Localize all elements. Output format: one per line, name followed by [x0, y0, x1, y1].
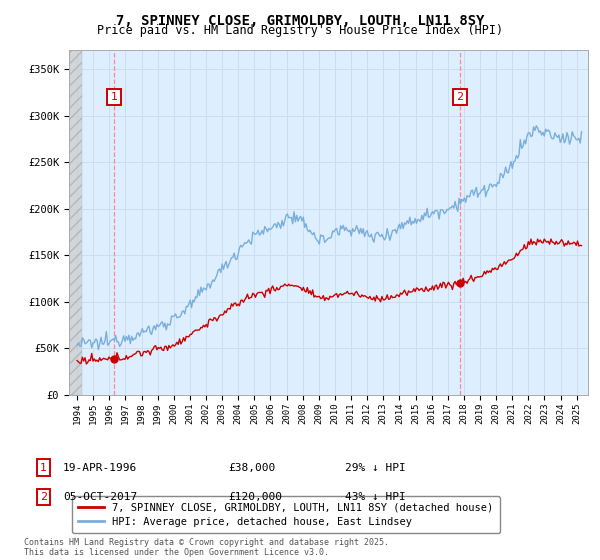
- Text: £38,000: £38,000: [228, 463, 275, 473]
- Text: 1: 1: [110, 92, 118, 102]
- Text: 2: 2: [40, 492, 47, 502]
- Text: 7, SPINNEY CLOSE, GRIMOLDBY, LOUTH, LN11 8SY: 7, SPINNEY CLOSE, GRIMOLDBY, LOUTH, LN11…: [116, 14, 484, 28]
- Text: 19-APR-1996: 19-APR-1996: [63, 463, 137, 473]
- Text: 05-OCT-2017: 05-OCT-2017: [63, 492, 137, 502]
- Text: 1: 1: [40, 463, 47, 473]
- Bar: [69, 50, 82, 395]
- Legend: 7, SPINNEY CLOSE, GRIMOLDBY, LOUTH, LN11 8SY (detached house), HPI: Average pric: 7, SPINNEY CLOSE, GRIMOLDBY, LOUTH, LN11…: [71, 497, 500, 533]
- Text: 29% ↓ HPI: 29% ↓ HPI: [345, 463, 406, 473]
- Text: Price paid vs. HM Land Registry's House Price Index (HPI): Price paid vs. HM Land Registry's House …: [97, 24, 503, 37]
- Text: 2: 2: [457, 92, 464, 102]
- Text: £120,000: £120,000: [228, 492, 282, 502]
- Text: Contains HM Land Registry data © Crown copyright and database right 2025.
This d: Contains HM Land Registry data © Crown c…: [24, 538, 389, 557]
- Text: 43% ↓ HPI: 43% ↓ HPI: [345, 492, 406, 502]
